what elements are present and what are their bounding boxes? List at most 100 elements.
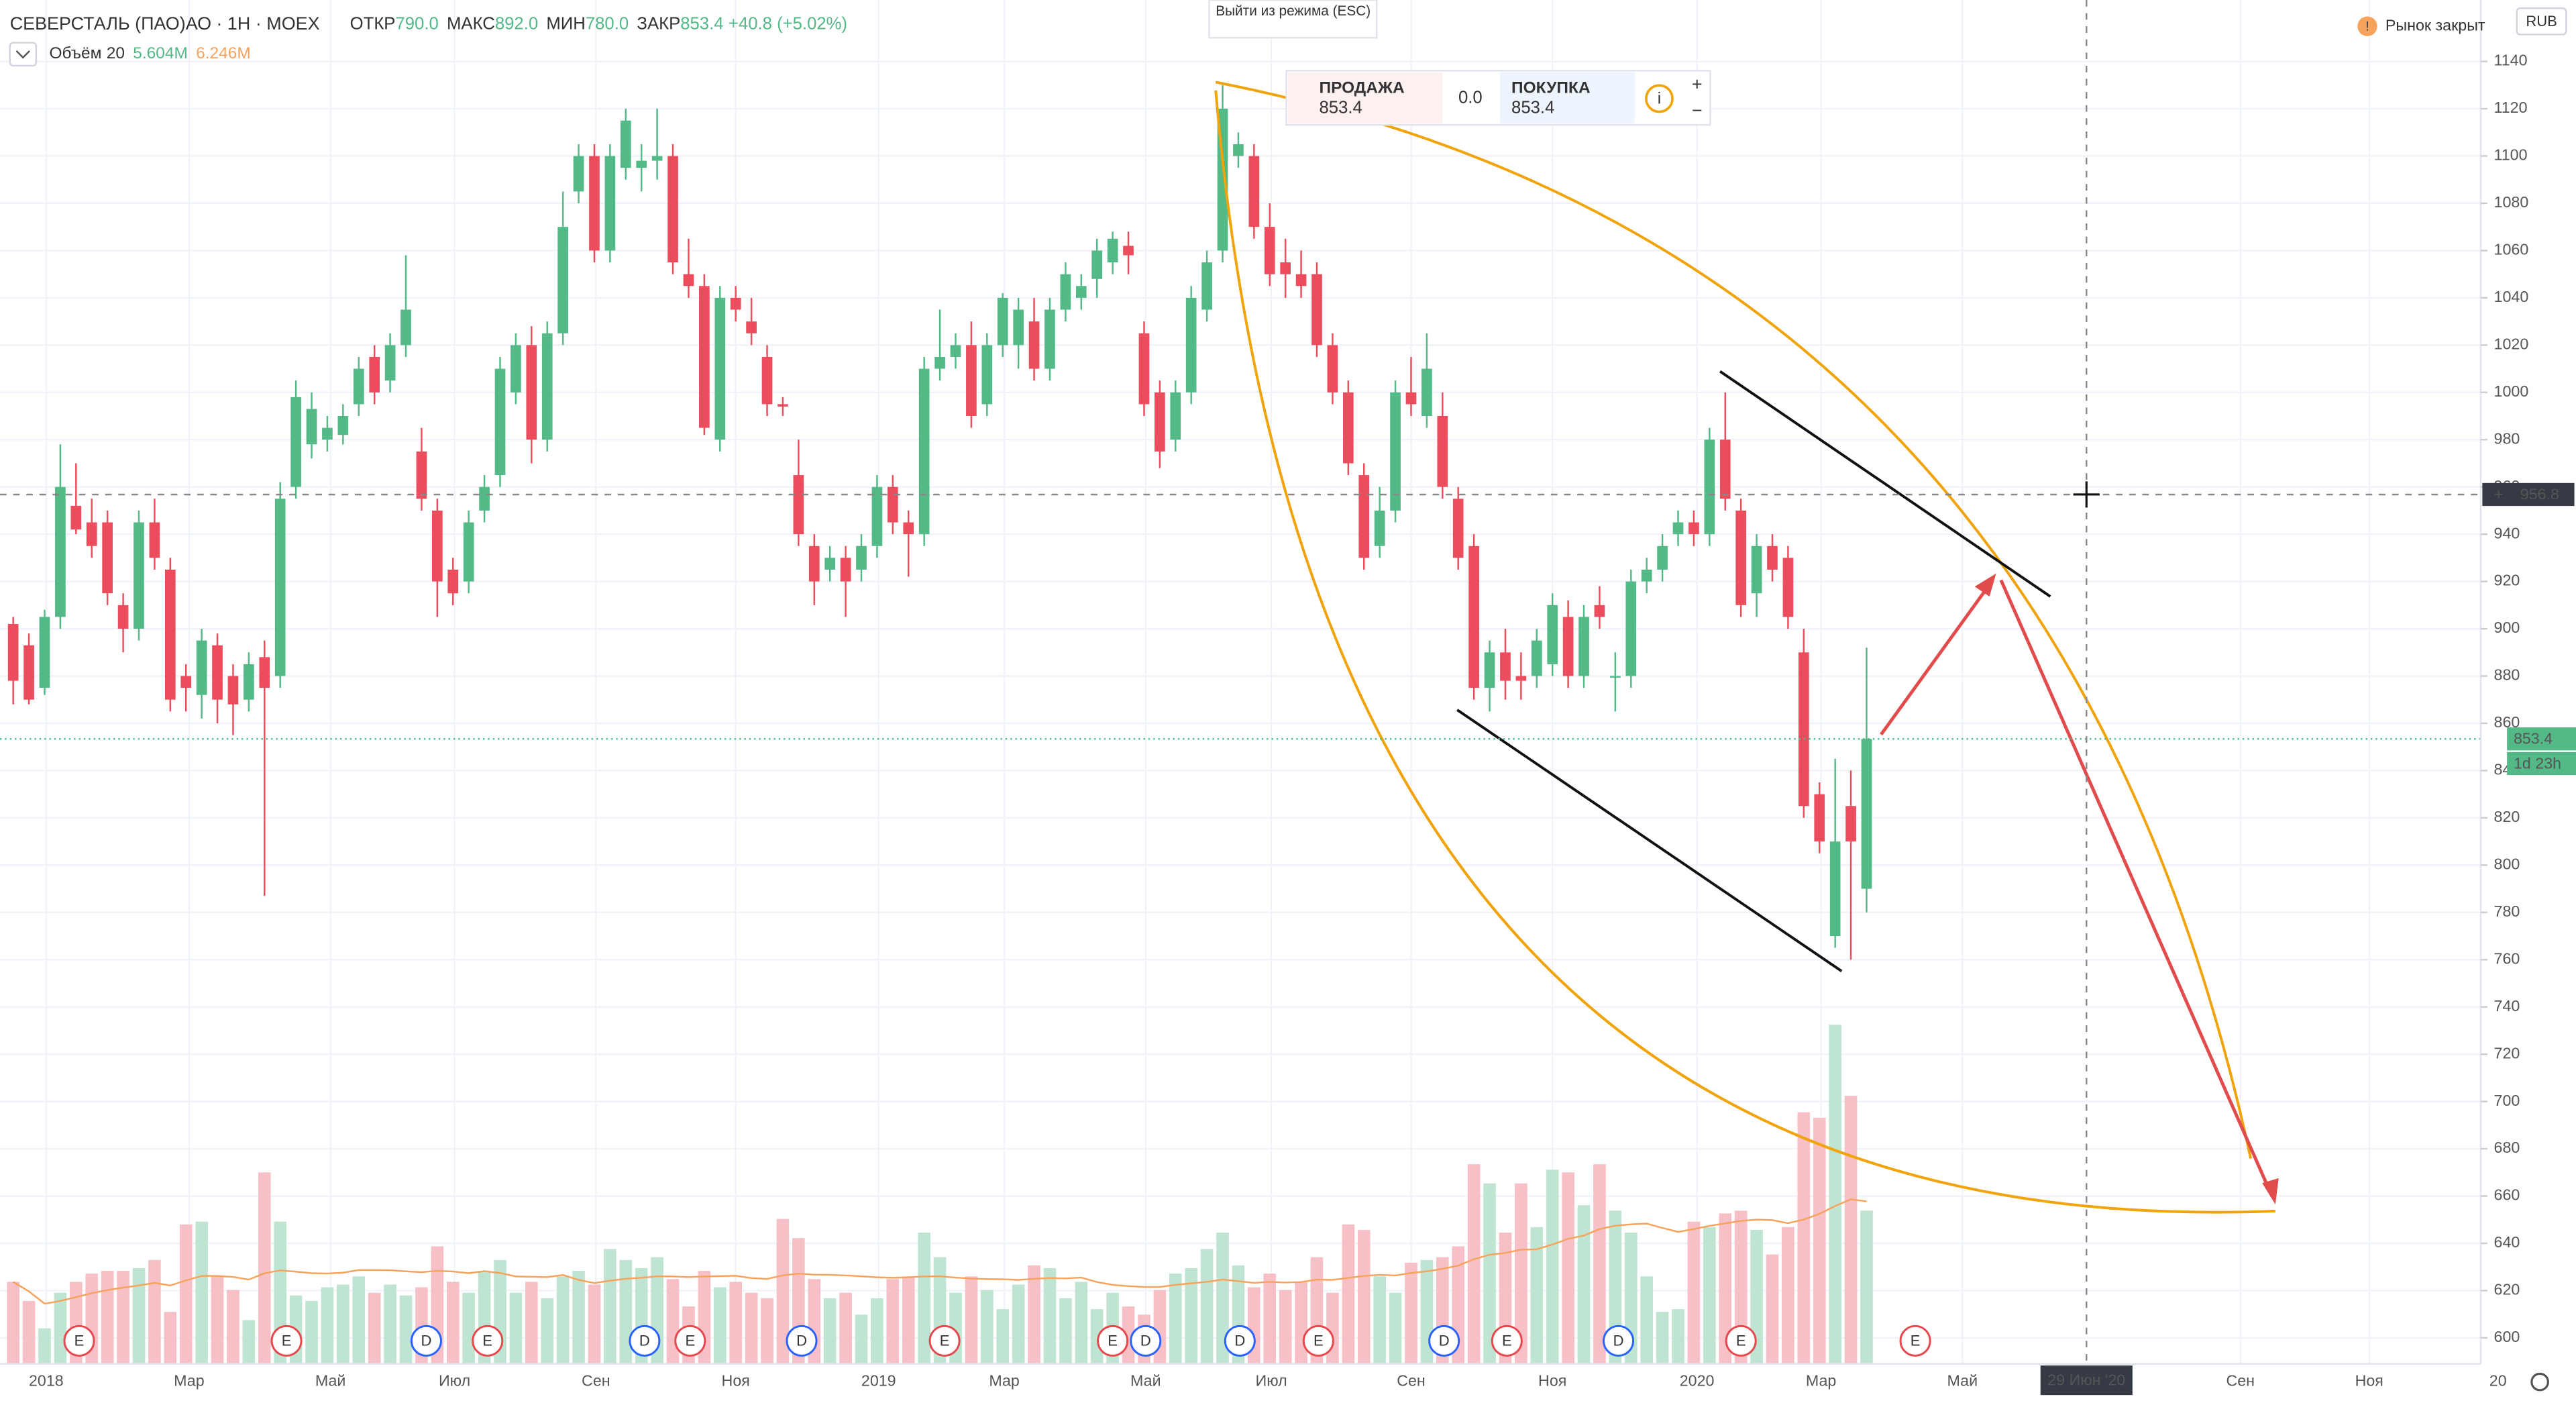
volume-bar bbox=[572, 1271, 585, 1364]
candle-body bbox=[1155, 392, 1165, 452]
y-tick-label: 640 bbox=[2494, 1233, 2520, 1251]
volume-bar bbox=[588, 1284, 601, 1364]
y-tick-label: 680 bbox=[2494, 1139, 2520, 1156]
candle-body bbox=[384, 345, 396, 381]
header: СЕВЕРСТАЛЬ (ПАО)АО · 1Н · MOEX ОТКР790.0… bbox=[9, 0, 2567, 67]
grid bbox=[0, 0, 2481, 1364]
candle-body bbox=[400, 309, 411, 346]
ohlc-value: 780.0 bbox=[586, 15, 629, 34]
volume-bar bbox=[352, 1276, 366, 1364]
candle-body bbox=[274, 499, 286, 676]
candle-body bbox=[541, 333, 553, 440]
y-tick-label: 880 bbox=[2494, 666, 2520, 684]
event-label: E bbox=[1736, 1332, 1746, 1349]
event-marker bbox=[786, 1325, 818, 1357]
candle-body bbox=[1610, 676, 1621, 678]
candle-body bbox=[1123, 246, 1134, 256]
settings-icon[interactable] bbox=[2530, 1372, 2549, 1392]
candle-body bbox=[1452, 499, 1464, 558]
chevron bbox=[15, 50, 30, 59]
volume-bar bbox=[1279, 1290, 1292, 1364]
x-tick-label: Май bbox=[315, 1372, 346, 1390]
candle-body bbox=[1233, 144, 1244, 156]
volume-bar bbox=[761, 1298, 773, 1364]
candle-body bbox=[1484, 652, 1495, 688]
candle-body bbox=[1138, 333, 1150, 405]
event-marker bbox=[410, 1325, 442, 1357]
x-tick-label: 20 bbox=[2489, 1372, 2507, 1390]
x-tick-label: Ноя bbox=[1538, 1372, 1566, 1390]
x-tick-label: 2018 bbox=[29, 1372, 64, 1390]
crosshair-cursor bbox=[2073, 481, 2100, 508]
market-status: Рынок закрыт bbox=[2385, 16, 2485, 34]
y-tick-label: 1020 bbox=[2494, 335, 2529, 352]
currency-box[interactable] bbox=[2516, 7, 2567, 36]
candle-body bbox=[746, 321, 757, 333]
candle-body bbox=[1327, 345, 1338, 393]
candle-body bbox=[1751, 546, 1762, 594]
volume-bar bbox=[776, 1218, 790, 1364]
candle-body bbox=[1060, 274, 1071, 310]
candle-body bbox=[1767, 546, 1778, 570]
candle-body bbox=[1421, 368, 1432, 417]
y-tick-label: 700 bbox=[2494, 1092, 2520, 1109]
volume-bar bbox=[1467, 1164, 1481, 1364]
sell-label: ПРОДАЖА bbox=[1320, 79, 1405, 97]
event-label: D bbox=[1140, 1332, 1151, 1349]
volume-ma-length: 20 bbox=[107, 44, 125, 62]
volume-bar bbox=[368, 1292, 381, 1364]
sell-button[interactable] bbox=[1288, 72, 1443, 123]
y-tick-label: 1140 bbox=[2494, 52, 2528, 69]
buy-price: 853.4 bbox=[1511, 98, 1554, 117]
volume-bar bbox=[195, 1221, 208, 1364]
volume-bar bbox=[1530, 1227, 1544, 1364]
candle-body bbox=[1044, 309, 1055, 369]
candle-body bbox=[1688, 522, 1699, 535]
candle-body bbox=[1845, 806, 1856, 842]
arrow-head bbox=[1974, 573, 1996, 596]
volume-bar bbox=[1012, 1284, 1025, 1364]
volume-bar bbox=[1389, 1292, 1402, 1364]
candle-body bbox=[479, 486, 490, 511]
candle-body bbox=[840, 558, 851, 582]
crosshair-price-box bbox=[2482, 482, 2575, 507]
candle-body bbox=[699, 286, 710, 428]
candle-body bbox=[463, 522, 474, 582]
volume-bar bbox=[918, 1233, 930, 1364]
candle-body bbox=[1013, 309, 1024, 346]
candle-body bbox=[1468, 546, 1479, 688]
volume-bar bbox=[38, 1328, 51, 1364]
candle-body bbox=[1295, 274, 1307, 287]
candle-body bbox=[337, 416, 349, 435]
volume-bar bbox=[509, 1292, 523, 1364]
ohlc-legend: ОТКР790.0 МАКС892.0 МИН780.0 ЗАКР853.4 +40.8… bbox=[350, 15, 847, 34]
exit-mode-box[interactable] bbox=[1208, 0, 1378, 39]
volume-bar bbox=[1797, 1112, 1811, 1364]
candle-body bbox=[259, 657, 270, 688]
event-label: D bbox=[1234, 1332, 1245, 1349]
volume-bar bbox=[305, 1300, 318, 1364]
x-tick-label: Ноя bbox=[2355, 1372, 2383, 1390]
crosshair-price: 956.8 bbox=[2520, 485, 2559, 503]
event-marker bbox=[1302, 1325, 1334, 1357]
candle-body bbox=[102, 522, 113, 594]
minus-button[interactable]: − bbox=[1692, 101, 1703, 121]
y-tick-label: 1040 bbox=[2494, 288, 2529, 305]
candle-body bbox=[871, 486, 883, 546]
y-tick-label: 740 bbox=[2494, 997, 2520, 1015]
volume-bar bbox=[227, 1290, 239, 1364]
info-icon[interactable] bbox=[1645, 84, 1674, 113]
candle-body bbox=[1201, 262, 1212, 310]
collapse-button[interactable] bbox=[9, 42, 38, 67]
event-marker bbox=[1603, 1325, 1635, 1357]
crosshair-plus: + bbox=[2494, 486, 2504, 504]
currency: RUB bbox=[2526, 13, 2557, 30]
arrow bbox=[1999, 579, 2274, 1197]
event-label: D bbox=[796, 1332, 807, 1349]
buy-button[interactable] bbox=[1499, 72, 1635, 123]
crosshair-date-box bbox=[2040, 1365, 2133, 1396]
plus-button[interactable]: + bbox=[1692, 74, 1703, 94]
status-icon-mark: ! bbox=[2365, 19, 2369, 34]
candle-body bbox=[1531, 640, 1542, 676]
